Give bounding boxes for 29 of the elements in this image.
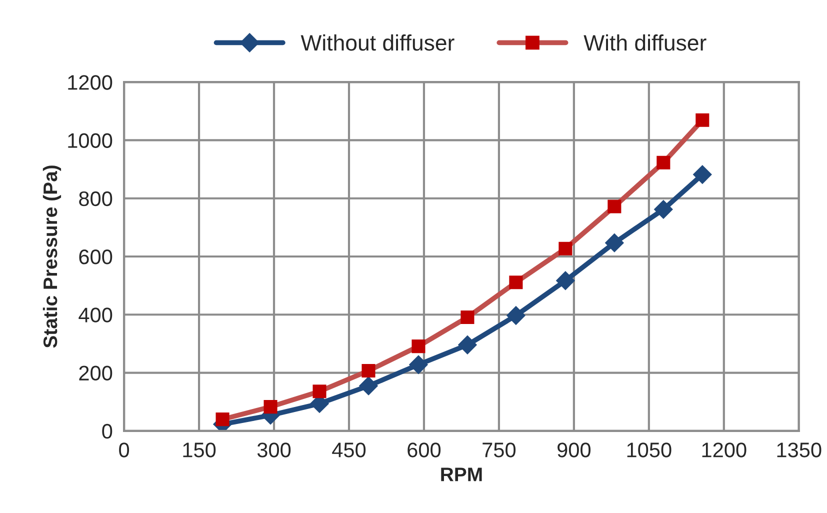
y-tick-label: 400: [78, 308, 112, 322]
point: [654, 200, 673, 219]
x-tick-label: 0: [119, 442, 130, 458]
legend-label: Without diffuser: [300, 34, 454, 51]
x-tick-label: 300: [257, 442, 291, 458]
legend-label: With diffuser: [584, 34, 706, 51]
x-tick-label: 900: [558, 442, 591, 458]
y-tick-label: 0: [102, 424, 112, 439]
x-tick-label: 600: [408, 442, 441, 458]
y-tick-label: 800: [79, 191, 112, 206]
x-tick-label: 1200: [702, 442, 746, 458]
point: [506, 306, 526, 325]
x-tick-label: 1350: [777, 442, 822, 458]
point: [458, 336, 477, 354]
y-tick-label: 600: [79, 250, 112, 264]
x-tick-label: 1050: [627, 442, 672, 458]
x-tick-label: 750: [482, 442, 516, 458]
point: [409, 355, 428, 374]
point: [605, 233, 624, 252]
y-tick-label: 200: [79, 366, 112, 381]
x-tick-label: 150: [183, 442, 216, 458]
x-tick-label: 450: [332, 442, 366, 458]
point: [693, 165, 712, 184]
x-axis-title: RPM: [441, 468, 482, 482]
point: [556, 271, 575, 290]
y-axis-title: Static Pressure (Pa): [42, 166, 62, 348]
y-tick-label: 1200: [68, 75, 112, 90]
y-tick-label: 1000: [68, 133, 112, 148]
point: [359, 376, 378, 396]
